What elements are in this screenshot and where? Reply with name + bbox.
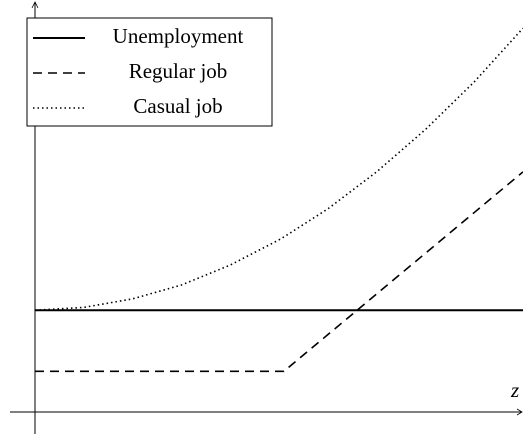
series-line: [34, 27, 523, 312]
legend-box: [26, 17, 273, 127]
x-axis-label: z: [510, 378, 519, 402]
x-axis-arrow: [516, 408, 523, 416]
legend-label: Casual job: [133, 94, 222, 118]
legend-label: Regular job: [129, 59, 228, 83]
legend-label: Unemployment: [113, 24, 244, 48]
series-line: [35, 171, 523, 373]
y-axis-arrow: [31, 1, 39, 9]
